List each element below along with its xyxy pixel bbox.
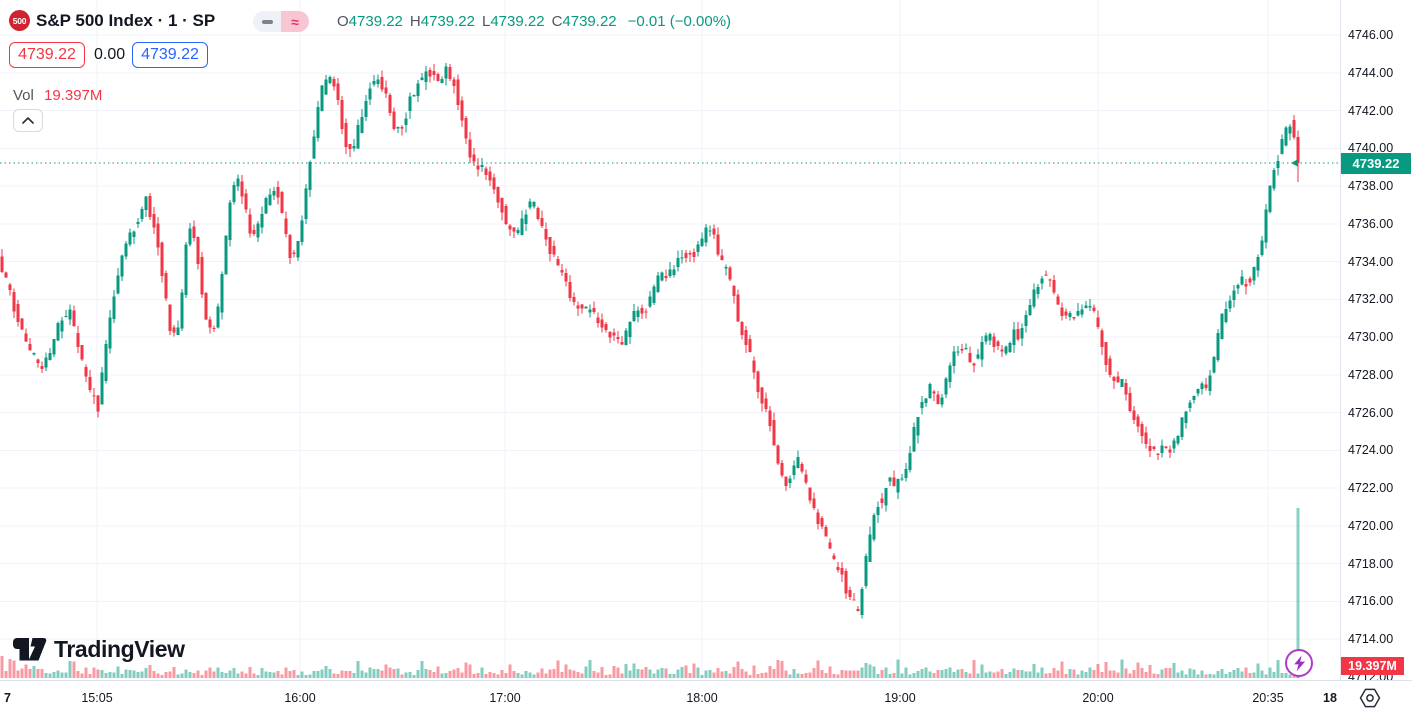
price-tick-label: 4728.00 <box>1348 367 1394 382</box>
symbol-title[interactable]: S&P 500 Index · 1 · SP <box>36 11 216 30</box>
volume-value: 19.397M <box>44 87 103 104</box>
volume-axis-badge: 19.397M <box>1341 657 1404 675</box>
minimized-line-icon[interactable] <box>253 11 281 32</box>
gear-icon[interactable] <box>1358 687 1382 714</box>
price-tick-label: 4732.00 <box>1348 292 1394 307</box>
time-tick-label: 16:00 <box>284 691 316 705</box>
price-tick-label: 4714.00 <box>1348 632 1394 646</box>
tradingview-logo[interactable]: TradingView <box>13 636 185 663</box>
price-tick-label: 4736.00 <box>1348 216 1394 231</box>
price-tick-label: 4716.00 <box>1348 594 1394 609</box>
time-tick-label: 20:35 <box>1252 691 1284 705</box>
ohlc-readout: O4739.22 H4739.22 L4739.22 C4739.22 −0.0… <box>337 13 731 30</box>
close-value: 4739.22 <box>562 13 617 30</box>
time-tick-label: 19:00 <box>884 691 916 705</box>
lightning-icon[interactable] <box>1285 649 1313 677</box>
price-tick-label: 4726.00 <box>1348 405 1394 420</box>
time-tick-label: 18:00 <box>686 691 718 705</box>
price-tick-label: 4722.00 <box>1348 481 1394 495</box>
high-label: H <box>409 13 421 30</box>
tradingview-logo-icon <box>13 638 47 661</box>
wave-icon[interactable]: ≈ <box>281 11 309 32</box>
time-tick-label: 18 <box>1323 691 1337 705</box>
chevron-up-icon <box>22 117 34 124</box>
collapse-legend-button[interactable] <box>13 109 43 132</box>
price-tick-label: 4740.00 <box>1348 141 1394 156</box>
sell-price-button[interactable]: 4739.22 <box>9 42 85 68</box>
time-tick-label: 20:00 <box>1082 691 1114 705</box>
price-tick-label: 4742.00 <box>1348 103 1394 118</box>
change-value: −0.01 (−0.00%) <box>627 13 732 30</box>
buy-price-button[interactable]: 4739.22 <box>132 42 208 68</box>
price-tick-label: 4730.00 <box>1348 330 1394 344</box>
open-label: O <box>337 13 349 30</box>
price-tick-label: 4720.00 <box>1348 518 1394 533</box>
time-tick-label: 15:05 <box>81 691 113 705</box>
volume-label: Vol <box>13 87 34 104</box>
price-tick-label: 4738.00 <box>1348 179 1394 193</box>
price-tick-label: 4718.00 <box>1348 556 1394 571</box>
open-value: 4739.22 <box>348 13 403 30</box>
time-axis[interactable]: 7 15:05 16:00 17:00 18:00 19:00 20:00 20:35 18 <box>0 680 1412 721</box>
price-tick-label: 4744.00 <box>1348 65 1394 80</box>
low-value: 4739.22 <box>490 13 545 30</box>
time-tick-label: 17:00 <box>489 691 521 705</box>
high-value: 4739.22 <box>420 13 475 30</box>
chart-style-toggle: ≈ <box>253 11 309 32</box>
price-tick-label: 4734.00 <box>1348 254 1394 269</box>
tradingview-logo-text: TradingView <box>54 636 185 662</box>
symbol-logo-icon: 500 <box>9 10 30 31</box>
current-price-badge: 4739.22 <box>1341 153 1411 174</box>
low-label: L <box>481 13 491 30</box>
spread-value: 0.00 <box>94 46 126 63</box>
close-label: C <box>551 13 563 30</box>
time-tick-label: 7 <box>4 691 11 705</box>
price-tick-label: 4746.00 <box>1348 28 1394 42</box>
price-tick-label: 4724.00 <box>1348 443 1394 458</box>
